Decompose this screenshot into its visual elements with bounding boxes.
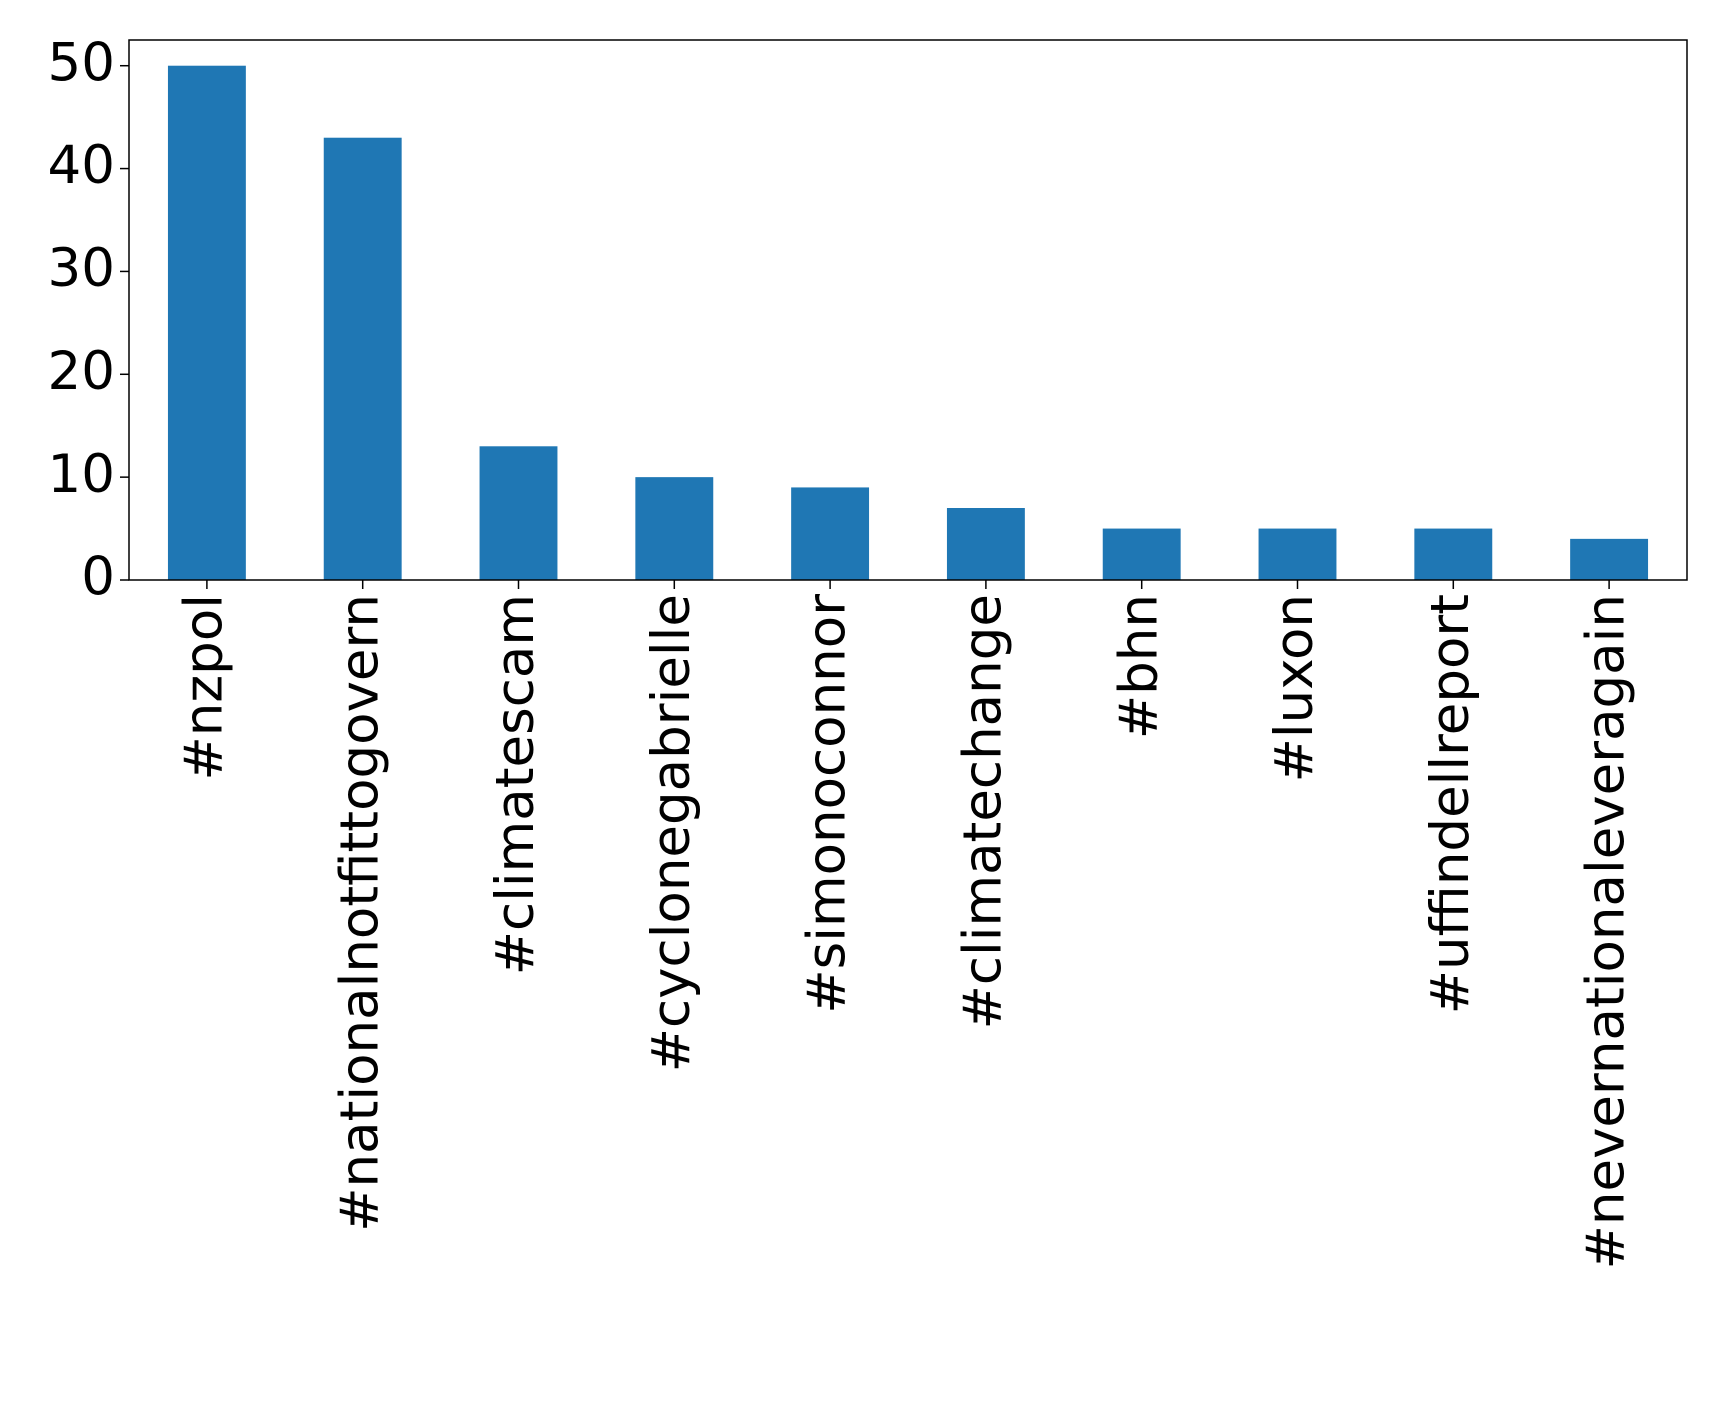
y-tick-label: 10 xyxy=(48,444,115,505)
bar xyxy=(946,508,1025,580)
bar xyxy=(1570,538,1649,580)
y-tick-label: 20 xyxy=(48,341,115,402)
y-tick-label: 30 xyxy=(48,238,115,299)
x-tick-label: #nationalnotfittogovern xyxy=(329,594,390,1232)
bar xyxy=(1102,528,1181,580)
bar xyxy=(323,137,402,580)
bar xyxy=(1414,528,1493,580)
x-tick-label: #luxon xyxy=(1264,594,1325,782)
bar xyxy=(167,65,246,580)
bar xyxy=(1258,528,1337,580)
bar xyxy=(791,487,870,580)
x-tick-label: #climatechange xyxy=(953,594,1014,1030)
x-tick-label: #nzpol xyxy=(174,594,235,781)
bar xyxy=(479,446,558,580)
y-tick-label: 0 xyxy=(81,547,115,608)
x-tick-label: #bhn xyxy=(1108,594,1169,739)
plot-frame xyxy=(128,39,1688,581)
x-tick-label: #nevernationaleveragain xyxy=(1576,594,1637,1270)
y-tick-label: 40 xyxy=(48,135,115,196)
x-tick-label: #cyclonegabrielle xyxy=(641,594,702,1072)
bar xyxy=(635,477,714,580)
x-tick-label: #climatescam xyxy=(485,594,546,975)
y-tick-label: 50 xyxy=(48,32,115,93)
x-tick-label: #uffindellreport xyxy=(1420,594,1481,1014)
x-tick-label: #simonoconnor xyxy=(797,594,858,1014)
